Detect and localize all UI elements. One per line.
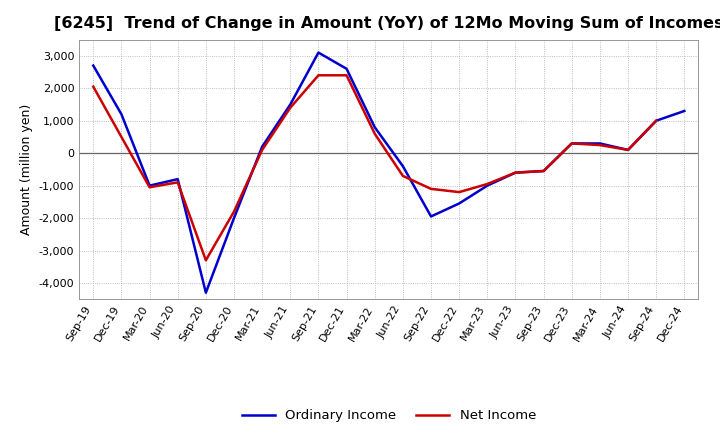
Ordinary Income — [230, 216, 238, 221]
Net Income — [286, 105, 294, 110]
Net Income — [595, 143, 604, 148]
Net Income — [652, 118, 660, 123]
Title: [6245]  Trend of Change in Amount (YoY) of 12Mo Moving Sum of Incomes: [6245] Trend of Change in Amount (YoY) o… — [54, 16, 720, 32]
Legend: Ordinary Income, Net Income: Ordinary Income, Net Income — [236, 404, 541, 428]
Net Income — [539, 169, 548, 174]
Net Income — [314, 73, 323, 78]
Ordinary Income — [202, 290, 210, 295]
Ordinary Income — [539, 169, 548, 174]
Net Income — [174, 180, 182, 185]
Ordinary Income — [483, 183, 492, 188]
Ordinary Income — [399, 164, 408, 169]
Ordinary Income — [455, 201, 464, 206]
Line: Ordinary Income: Ordinary Income — [94, 52, 684, 293]
Net Income — [145, 185, 154, 190]
Net Income — [567, 141, 576, 146]
Ordinary Income — [370, 125, 379, 130]
Net Income — [202, 258, 210, 263]
Net Income — [117, 134, 126, 139]
Ordinary Income — [624, 147, 632, 153]
Ordinary Income — [567, 141, 576, 146]
Ordinary Income — [652, 118, 660, 123]
Net Income — [370, 131, 379, 136]
Ordinary Income — [174, 176, 182, 182]
Ordinary Income — [286, 102, 294, 107]
Net Income — [624, 147, 632, 153]
Net Income — [89, 84, 98, 89]
Y-axis label: Amount (million yen): Amount (million yen) — [20, 104, 33, 235]
Net Income — [483, 181, 492, 187]
Ordinary Income — [427, 214, 436, 219]
Ordinary Income — [342, 66, 351, 71]
Net Income — [230, 209, 238, 214]
Net Income — [399, 173, 408, 179]
Ordinary Income — [145, 183, 154, 188]
Ordinary Income — [117, 112, 126, 117]
Ordinary Income — [511, 170, 520, 175]
Ordinary Income — [314, 50, 323, 55]
Ordinary Income — [258, 144, 266, 149]
Net Income — [427, 186, 436, 191]
Net Income — [455, 190, 464, 195]
Ordinary Income — [595, 141, 604, 146]
Net Income — [342, 73, 351, 78]
Line: Net Income: Net Income — [94, 75, 656, 260]
Ordinary Income — [89, 63, 98, 68]
Ordinary Income — [680, 108, 688, 114]
Net Income — [258, 147, 266, 153]
Net Income — [511, 170, 520, 175]
